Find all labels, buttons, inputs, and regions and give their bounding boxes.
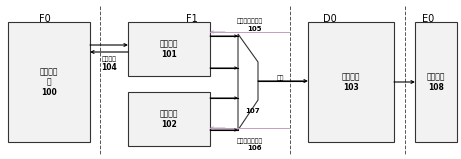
Text: 程序总线: 程序总线 — [101, 56, 117, 62]
Text: D0: D0 — [323, 14, 337, 24]
Text: 106: 106 — [247, 145, 261, 151]
Bar — [415, 22, 457, 142]
Bar — [308, 22, 394, 142]
Text: 指令: 指令 — [276, 75, 284, 81]
Text: 取指单元
101: 取指单元 101 — [160, 39, 178, 59]
Text: 104: 104 — [101, 63, 117, 72]
Text: 程序存储
器
100: 程序存储 器 100 — [40, 67, 58, 97]
Bar — [128, 22, 210, 76]
Bar — [8, 22, 90, 142]
Text: 循环缓存
102: 循环缓存 102 — [160, 109, 178, 129]
Text: 107: 107 — [245, 108, 259, 114]
Bar — [128, 92, 210, 146]
Text: F1: F1 — [186, 14, 198, 24]
Text: 第二控制信号端: 第二控制信号端 — [237, 138, 263, 144]
Text: 105: 105 — [247, 26, 261, 32]
Text: F0: F0 — [39, 14, 51, 24]
Text: 执行单元
108: 执行单元 108 — [427, 72, 445, 92]
Text: 译码单元
103: 译码单元 103 — [342, 72, 360, 92]
Text: E0: E0 — [422, 14, 434, 24]
Text: 第一控制信号端: 第一控制信号端 — [237, 18, 263, 24]
